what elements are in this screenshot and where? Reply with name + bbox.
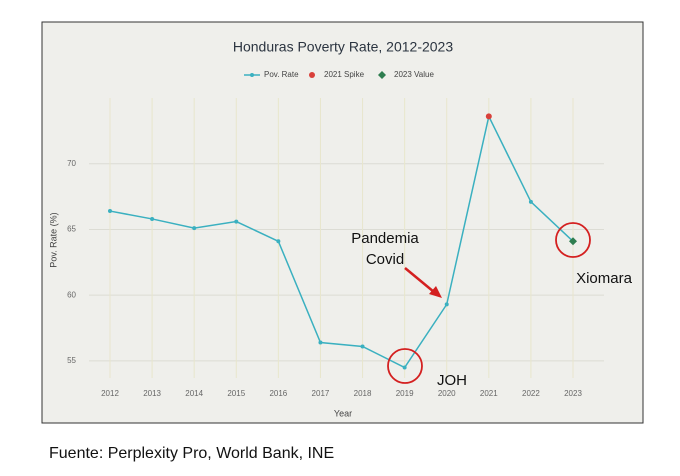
point (108, 209, 112, 214)
point (444, 302, 449, 307)
plot-area: 55 60 65 70 2012 2013 2014 2015 2016 2017 2018 2019… (67, 70, 604, 398)
legend-marker (378, 71, 386, 79)
highlight-circle (555, 222, 591, 258)
point (528, 199, 533, 204)
legend-marker (250, 73, 254, 77)
source: Fuente: Perplexity Pro, World Bank, INE (49, 445, 334, 462)
arrow (404, 267, 435, 293)
x-tick-label: 2022 (522, 389, 540, 398)
chart-title: Honduras Poverty Rate, 2012-2023 (233, 39, 453, 55)
arrow-head (429, 286, 442, 298)
x-tick-label: 2023 (564, 389, 582, 398)
y-tick-label: 55 (67, 356, 76, 365)
point (192, 226, 197, 231)
highlight-circle (387, 348, 423, 384)
chart-frame (41, 21, 644, 424)
x-tick-label: 2019 (396, 389, 414, 398)
point (485, 113, 492, 120)
y-tick-label: 70 (67, 159, 76, 168)
annotation: Xiomara (576, 270, 633, 287)
annotation: Covid (366, 251, 404, 268)
x-tick-label: 2018 (354, 389, 372, 398)
y-axis-label: Pov. Rate (%) (48, 212, 58, 267)
x-tick-label: 2012 (101, 389, 119, 398)
y-tick-label: 65 (67, 225, 76, 234)
x-tick-label: 2014 (185, 389, 203, 398)
x-tick-label: 2017 (312, 389, 330, 398)
point (276, 239, 281, 244)
annotation: JOH (437, 372, 467, 389)
point (318, 340, 323, 345)
x-tick-label: 2021 (480, 389, 498, 398)
annotation: Pandemia (351, 230, 419, 247)
x-tick-label: 2013 (143, 389, 161, 398)
legend-label: Pov. Rate (264, 70, 299, 79)
legend-label: 2023 Value (394, 70, 434, 79)
point (234, 219, 239, 224)
point (402, 365, 407, 370)
legend-marker (309, 72, 315, 78)
x-axis-label: Year (334, 408, 352, 418)
x-tick-label: 2015 (227, 389, 245, 398)
line (109, 114, 574, 369)
legend-label: 2021 Spike (324, 70, 365, 79)
point (360, 344, 365, 349)
x-tick-label: 2020 (438, 389, 456, 398)
x-tick-label: 2016 (269, 389, 287, 398)
point (150, 216, 155, 221)
point (569, 237, 577, 246)
y-tick-label: 60 (67, 290, 76, 299)
